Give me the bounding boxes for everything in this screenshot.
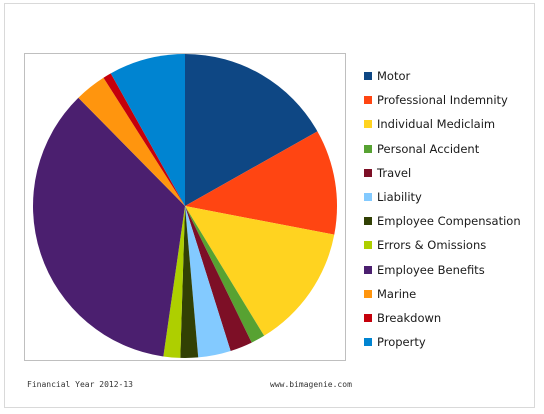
legend-swatch <box>364 96 372 105</box>
legend-label: Motor <box>377 69 411 84</box>
pie-slice-property <box>110 54 185 206</box>
pie-slice-travel <box>185 206 252 351</box>
legend-swatch <box>364 241 372 250</box>
legend-item: Liability <box>364 185 521 209</box>
legend-item: Individual Mediclaim <box>364 112 521 136</box>
legend-item: Employee Benefits <box>364 258 521 282</box>
legend-item: Property <box>364 330 521 354</box>
legend-label: Marine <box>377 286 417 301</box>
pie-slice-marine <box>78 77 185 207</box>
pie-slice-errors-omissions <box>163 206 185 358</box>
legend-item: Breakdown <box>364 306 521 330</box>
pie-slice-liability <box>185 206 231 358</box>
legend-item: Employee Compensation <box>364 209 521 233</box>
legend-label: Breakdown <box>377 310 442 325</box>
legend-label: Errors & Omissions <box>377 238 487 253</box>
legend-item: Errors & Omissions <box>364 233 521 257</box>
pie-chart <box>33 54 337 359</box>
pie-slice-professional-indemnity <box>185 131 337 235</box>
pie-slice-employee-benefits <box>33 97 185 357</box>
pie-slice-personal-accident <box>185 206 265 343</box>
legend-item: Marine <box>364 282 521 306</box>
legend-label: Employee Compensation <box>377 214 521 229</box>
legend-item: Personal Accident <box>364 137 521 161</box>
legend-label: Liability <box>377 190 422 205</box>
legend-label: Individual Mediclaim <box>377 117 496 132</box>
legend-swatch <box>364 193 372 202</box>
legend-swatch <box>364 120 372 129</box>
legend-swatch <box>364 144 372 153</box>
legend-label: Employee Benefits <box>377 262 485 277</box>
legend: Motor Professional Indemnity Individual Me… <box>364 64 521 354</box>
pie-slice-individual-mediclaim <box>185 206 335 336</box>
footer-website: www.bimagenie.com <box>270 380 352 389</box>
legend-label: Personal Accident <box>377 141 480 156</box>
legend-item: Travel <box>364 161 521 185</box>
pie-slice-motor <box>185 54 318 206</box>
legend-swatch <box>364 289 372 298</box>
legend-swatch <box>364 265 372 274</box>
pie-slice-breakdown <box>103 73 185 206</box>
legend-label: Property <box>377 335 426 350</box>
legend-swatch <box>364 168 372 177</box>
legend-swatch <box>364 217 372 226</box>
legend-swatch <box>364 313 372 322</box>
legend-label: Professional Indemnity <box>377 93 508 108</box>
legend-item: Professional Indemnity <box>364 88 521 112</box>
legend-swatch <box>364 338 372 347</box>
footer-caption: Financial Year 2012-13 <box>27 380 133 389</box>
legend-label: Travel <box>377 165 412 180</box>
legend-item: Motor <box>364 64 521 88</box>
legend-swatch <box>364 72 372 81</box>
pie-slice-employee-compensation <box>180 206 199 359</box>
